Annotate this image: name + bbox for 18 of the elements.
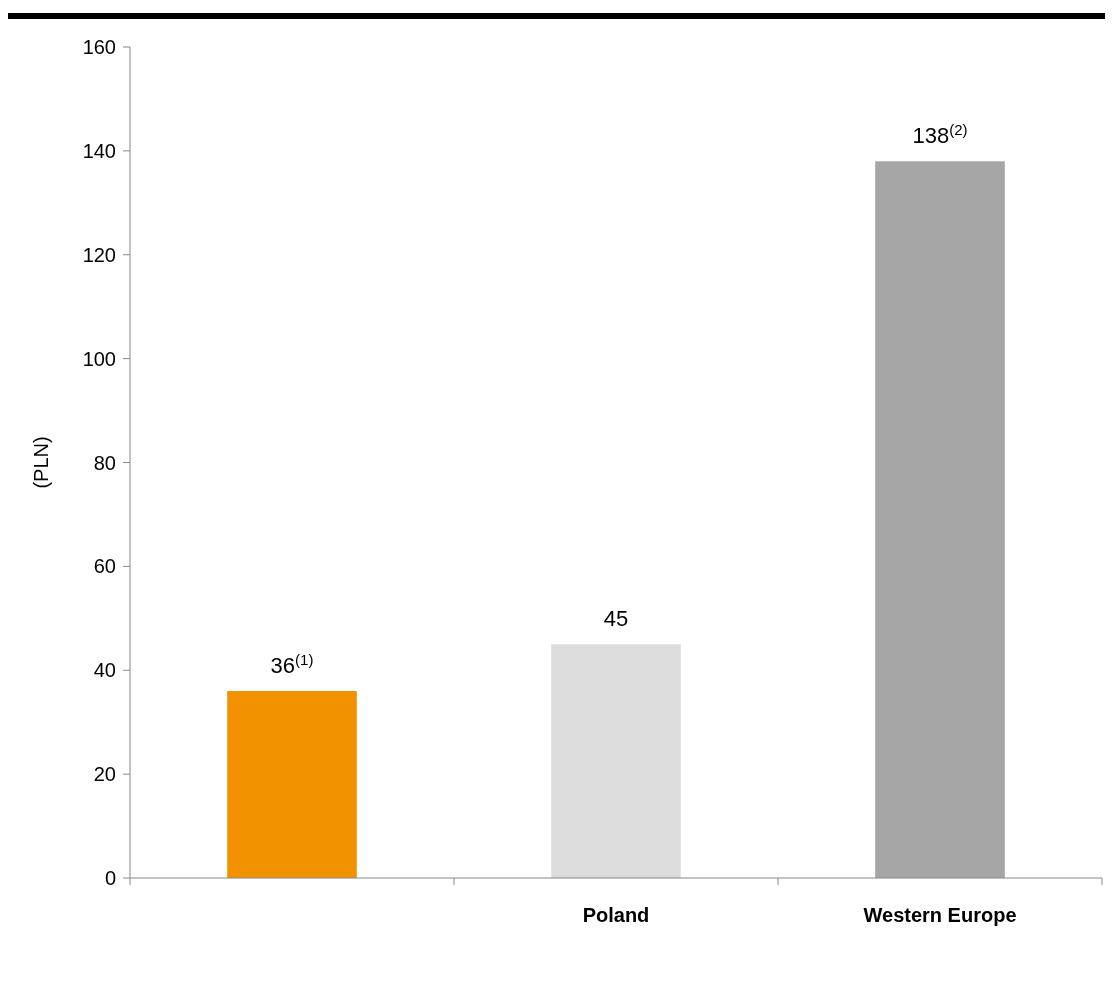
y-tick-label: 40 xyxy=(93,659,116,682)
x-tick-label: Poland xyxy=(582,904,650,926)
y-tick-label: 120 xyxy=(82,243,116,266)
y-tick-label: 20 xyxy=(93,763,116,786)
bar xyxy=(551,644,681,878)
y-axis-title: (PLN) xyxy=(30,436,52,489)
y-tick-label: 100 xyxy=(82,347,116,370)
bar xyxy=(875,161,1005,878)
y-tick-label: 0 xyxy=(104,867,116,889)
y-tick-label: 160 xyxy=(82,36,116,58)
y-tick-label: 80 xyxy=(93,451,116,474)
data-label: 45 xyxy=(603,606,629,632)
bar xyxy=(227,691,357,878)
x-tick-label: Western Europe xyxy=(863,904,1017,926)
data-label: 36$^{(1)}$ xyxy=(270,650,314,679)
data-label: 138$^{(2)}$ xyxy=(912,120,968,149)
y-tick-label: 140 xyxy=(82,139,116,162)
y-tick-label: 60 xyxy=(93,555,116,578)
